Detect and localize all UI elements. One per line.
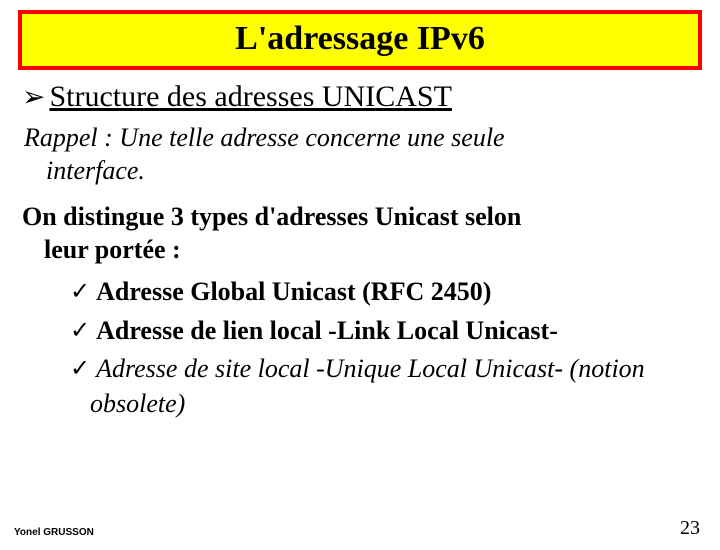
list-item: ✓ Adresse Global Unicast (RFC 2450) bbox=[22, 276, 698, 309]
list-item: ✓ Adresse de lien local -Link Local Unic… bbox=[22, 315, 698, 348]
slide-title-box: L'adressage IPv6 bbox=[18, 10, 702, 70]
intro-line1: On distingue 3 types d'adresses Unicast … bbox=[22, 202, 521, 231]
intro-paragraph: On distingue 3 types d'adresses Unicast … bbox=[22, 201, 698, 266]
check-icon: ✓ bbox=[70, 315, 90, 347]
list-item: ✓ Adresse de site local -Unique Local Un… bbox=[22, 353, 698, 386]
check-icon: ✓ bbox=[70, 353, 90, 385]
subtitle-row: ➢ Structure des adresses UNICAST bbox=[22, 80, 698, 114]
bullet-text-2: Adresse de site local -Unique Local Unic… bbox=[96, 353, 645, 386]
footer-page-number: 23 bbox=[680, 517, 700, 540]
arrow-bullet-icon: ➢ bbox=[22, 80, 45, 114]
bullet-text-0: Adresse Global Unicast (RFC 2450) bbox=[96, 276, 491, 309]
bullet-text-2-cont: obsolete) bbox=[22, 388, 698, 421]
rappel-paragraph: Rappel : Une telle adresse concerne une … bbox=[22, 122, 698, 187]
check-icon: ✓ bbox=[70, 276, 90, 308]
slide-title: L'adressage IPv6 bbox=[22, 20, 698, 58]
rappel-line1: Rappel : Une telle adresse concerne une … bbox=[24, 123, 505, 152]
intro-line2: leur portée : bbox=[22, 234, 698, 267]
subtitle-text: Structure des adresses UNICAST bbox=[49, 80, 451, 114]
bullet-text-1: Adresse de lien local -Link Local Unicas… bbox=[96, 315, 558, 348]
slide-content: ➢ Structure des adresses UNICAST Rappel … bbox=[0, 70, 720, 420]
rappel-line2: interface. bbox=[24, 155, 698, 188]
footer-author: Yonel GRUSSON bbox=[14, 527, 94, 538]
